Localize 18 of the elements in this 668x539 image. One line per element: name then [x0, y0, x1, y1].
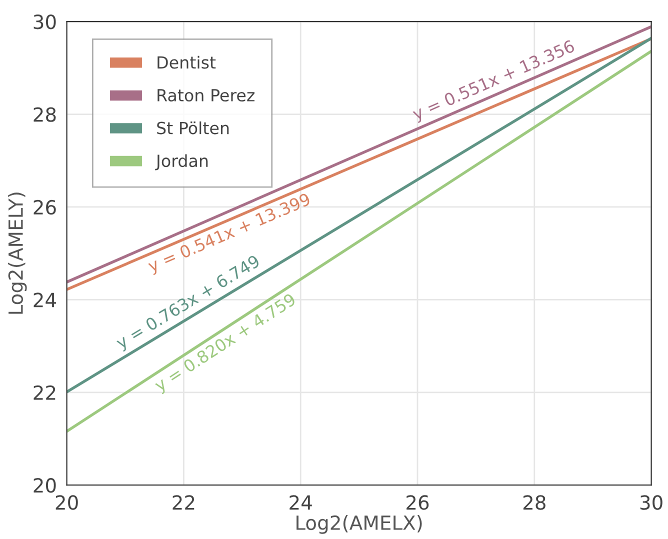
x-axis-title: Log2(AMELX) — [296, 515, 422, 534]
legend-label: St Pölten — [157, 121, 229, 134]
y-axis-title: Log2(AMELY) — [8, 192, 27, 314]
y-tick-label: 28 — [34, 107, 56, 122]
x-tick-label: 30 — [640, 495, 662, 510]
y-tick-label: 26 — [34, 200, 56, 215]
x-tick-label: 22 — [172, 495, 194, 510]
y-tick-label: 30 — [34, 14, 56, 30]
x-tick-label: 24 — [290, 495, 312, 510]
x-tick-label: 26 — [406, 495, 429, 510]
legend-label: Jordan — [155, 154, 208, 170]
legend-label: Dentist — [158, 56, 216, 69]
legend-label: Raton Perez — [158, 89, 254, 102]
x-tick-label: 28 — [523, 495, 546, 510]
y-tick-label: 20 — [34, 478, 56, 493]
x-tick-label: 20 — [56, 495, 78, 510]
y-tick-label: 22 — [34, 385, 56, 400]
y-tick-label: 24 — [34, 292, 56, 308]
